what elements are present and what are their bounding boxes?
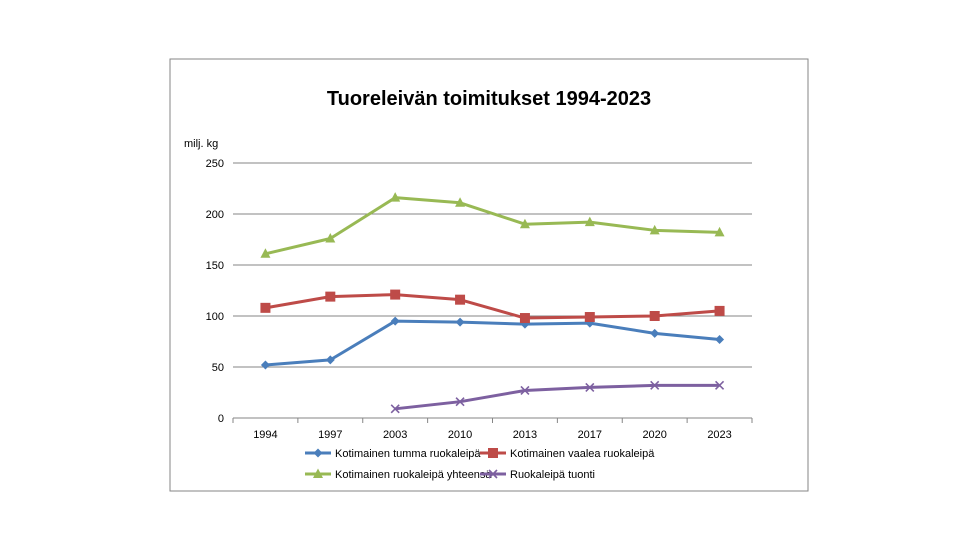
series-2: [260, 289, 725, 324]
data-point: [455, 197, 466, 207]
data-point: [325, 291, 336, 302]
series-3: [260, 192, 725, 258]
series-layer: [260, 192, 725, 414]
legend-item: Kotimainen tumma ruokaleipä: [305, 448, 481, 460]
y-tick-label: 250: [206, 158, 224, 170]
x-tick-label: 1994: [253, 429, 277, 441]
data-point: [584, 312, 595, 323]
data-point: [584, 216, 595, 227]
series-line: [265, 319, 720, 367]
data-point: [260, 302, 271, 313]
data-point: [455, 294, 466, 305]
chart-title: Tuoreleivän toimitukset 1994-2023: [327, 88, 651, 110]
y-tick-label: 200: [206, 209, 224, 221]
legend-item: Ruokaleipä tuonti: [480, 469, 595, 481]
data-point: [260, 360, 270, 370]
legend-label: Ruokaleipä tuonti: [510, 469, 595, 481]
legend-label: Kotimainen vaalea ruokaleipä: [510, 448, 655, 460]
x-tick-label: 2017: [578, 429, 602, 441]
legend-label: Kotimainen tumma ruokaleipä: [335, 448, 481, 460]
data-point: [519, 218, 530, 229]
data-point: [714, 380, 725, 390]
data-point: [714, 305, 725, 316]
data-point: [649, 224, 660, 235]
data-point: [325, 232, 336, 243]
legend-swatch-marker: [313, 448, 323, 458]
y-axis-ticks: 250 200 150 100 50 0: [206, 158, 224, 425]
legend-swatch-marker: [488, 469, 498, 479]
legend: Kotimainen tumma ruokaleipä Kotimainen va…: [305, 448, 655, 481]
series-4: [390, 380, 725, 414]
x-axis-ticks: 1994 1997 2003 2010 2013 2017 2020 2023: [232, 418, 753, 441]
legend-label: Kotimainen ruokaleipä yhteensä: [335, 469, 492, 481]
data-point: [519, 313, 530, 324]
y-tick-label: 150: [206, 260, 224, 272]
y-axis-unit-label: milj. kg: [184, 138, 218, 150]
x-tick-label: 2003: [383, 429, 407, 441]
data-point: [455, 397, 465, 407]
data-point: [390, 404, 400, 414]
x-tick-label: 2010: [448, 429, 472, 441]
chart-frame: [169, 58, 809, 492]
data-point: [455, 317, 465, 327]
data-point: [650, 328, 660, 338]
y-tick-label: 100: [206, 311, 224, 323]
legend-item: Kotimainen ruokaleipä yhteensä: [305, 468, 492, 481]
x-tick-label: 2020: [642, 429, 666, 441]
data-point: [650, 380, 660, 390]
data-point: [520, 385, 530, 396]
data-point: [649, 311, 660, 321]
data-point: [390, 316, 400, 326]
x-tick-label: 2023: [707, 429, 731, 441]
data-point: [390, 289, 401, 300]
data-point: [585, 382, 595, 392]
data-point: [715, 334, 725, 344]
legend-swatch-marker: [313, 468, 323, 478]
series-line: [265, 293, 720, 320]
legend-item: Kotimainen vaalea ruokaleipä: [480, 448, 655, 460]
legend-swatch-marker: [488, 448, 498, 458]
series-line: [395, 383, 720, 411]
y-tick-label: 0: [218, 413, 224, 425]
x-tick-label: 2013: [513, 429, 537, 441]
series-line: [265, 196, 720, 256]
data-point: [714, 226, 725, 237]
data-point: [260, 248, 271, 258]
data-point: [390, 192, 401, 202]
x-tick-label: 1997: [318, 429, 342, 441]
y-tick-label: 50: [212, 362, 224, 374]
data-point: [325, 355, 335, 365]
